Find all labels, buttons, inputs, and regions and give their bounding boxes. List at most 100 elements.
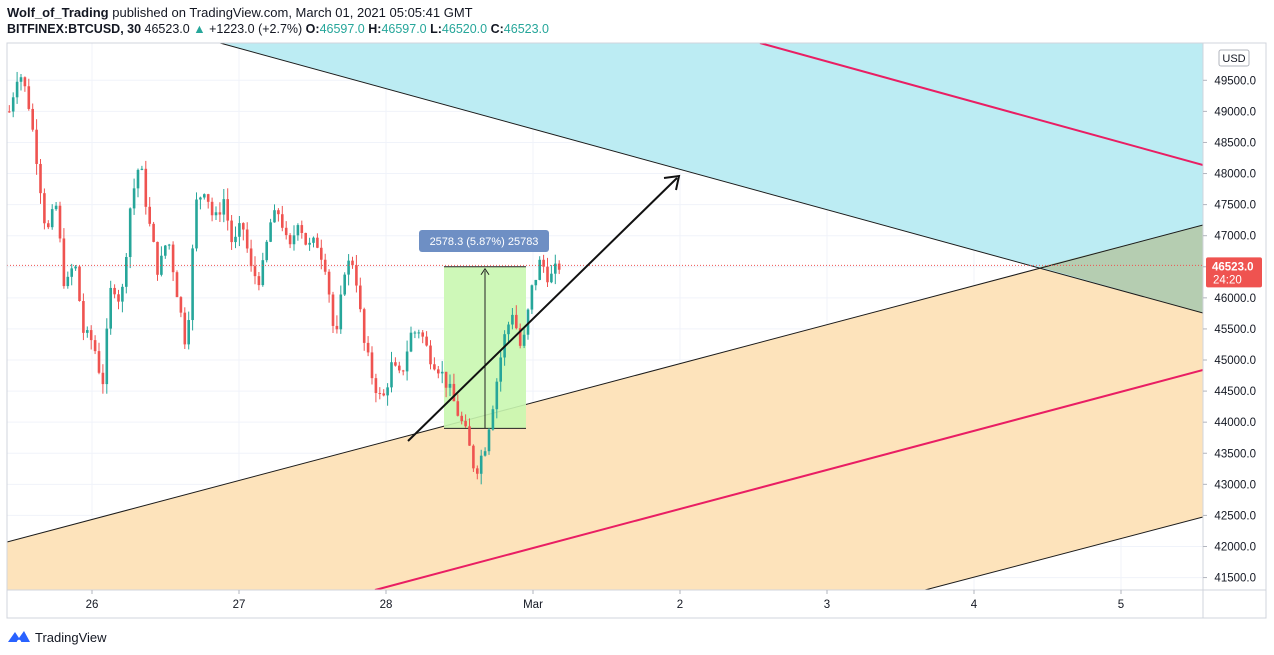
candle (440, 361, 444, 384)
candle (175, 270, 179, 298)
y-tick-label: 48500.0 (1214, 137, 1256, 149)
candle (117, 289, 120, 310)
y-tick-label: 47000.0 (1214, 231, 1256, 243)
candle-body (23, 77, 27, 87)
candle (316, 233, 319, 249)
y-tick-label: 48000.0 (1214, 169, 1256, 181)
y-tick-label: 41500.0 (1214, 573, 1256, 585)
author-name[interactable]: Wolf_of_Trading (7, 5, 109, 20)
tradingview-brand[interactable]: TradingView (35, 629, 107, 645)
candle-body (39, 163, 42, 194)
candle-body (195, 199, 198, 249)
x-tick-label: 2 (677, 599, 683, 611)
candle-body (82, 301, 85, 333)
candle-body (479, 455, 483, 474)
candle-body (58, 205, 62, 239)
candle-body (460, 415, 463, 422)
candle (195, 192, 198, 252)
candle-body (452, 383, 456, 402)
candle-body (245, 229, 249, 249)
candle (242, 222, 245, 241)
candle (312, 236, 315, 248)
candle (58, 201, 62, 243)
y-tick-label: 43500.0 (1214, 448, 1256, 460)
candle (327, 269, 331, 303)
candle (156, 241, 159, 281)
candle-body (316, 237, 319, 248)
candle (199, 196, 202, 210)
candle (39, 158, 42, 204)
candle (417, 329, 421, 339)
candle (331, 291, 335, 333)
candle (464, 414, 467, 428)
candle-body (413, 332, 417, 334)
candle (468, 418, 471, 446)
candle-body (210, 201, 214, 216)
candle (522, 326, 526, 349)
candle (249, 239, 253, 272)
change-value: +1223.0 (+2.7%) (209, 22, 303, 36)
candle-body (273, 210, 276, 223)
candle (413, 330, 417, 339)
y-tick-label: 42500.0 (1214, 510, 1256, 522)
chart-frame (6, 42, 1267, 619)
candle (394, 357, 397, 367)
candle (557, 260, 561, 275)
candle (66, 271, 70, 289)
pink-trend-line (374, 369, 1203, 590)
candle-body (199, 197, 202, 200)
candle-body (335, 325, 339, 330)
candle-body (89, 330, 93, 341)
candle (183, 307, 187, 350)
candle (97, 342, 101, 375)
candle (144, 160, 148, 215)
candle-body (487, 429, 491, 452)
candle (191, 244, 194, 331)
candle (292, 225, 296, 251)
candle-body (288, 235, 292, 245)
candle (554, 254, 557, 285)
candle-body (175, 272, 179, 298)
candle (277, 208, 280, 222)
candle (460, 411, 463, 425)
candle-body (203, 194, 206, 198)
candle-body (187, 320, 190, 345)
candle-body (35, 129, 38, 164)
candle (355, 254, 358, 293)
candle-body (526, 309, 530, 335)
candle (374, 373, 378, 403)
candle-body (472, 445, 475, 469)
candle-body (179, 297, 183, 313)
candle (284, 221, 288, 240)
candle (15, 71, 19, 104)
candle (288, 233, 292, 249)
candle (93, 335, 97, 355)
candle (31, 103, 34, 132)
candle-body (351, 260, 354, 266)
candle (269, 218, 272, 243)
candle-body (390, 362, 393, 388)
candle (479, 449, 483, 485)
channel-fill (7, 225, 1203, 590)
candle-body (66, 276, 70, 287)
candle-body (101, 372, 105, 385)
candle-body (281, 214, 284, 228)
candle (171, 241, 175, 282)
candle-body (265, 241, 268, 261)
candle (187, 311, 190, 350)
candle-body (43, 193, 46, 224)
last-price: 46523.0 (144, 22, 190, 36)
candle-body (433, 364, 436, 370)
plot-area (7, 43, 1203, 590)
candle (511, 308, 514, 330)
candle-body (74, 266, 77, 269)
candle (339, 285, 343, 334)
candle-body (456, 401, 460, 416)
up-triangle-icon: ▲ (193, 22, 206, 36)
published-info: published on TradingView.com, March 01, … (112, 5, 473, 20)
currency-box (1218, 49, 1250, 67)
candle-body (300, 225, 304, 233)
candle-body (249, 248, 253, 267)
candle (347, 254, 350, 286)
